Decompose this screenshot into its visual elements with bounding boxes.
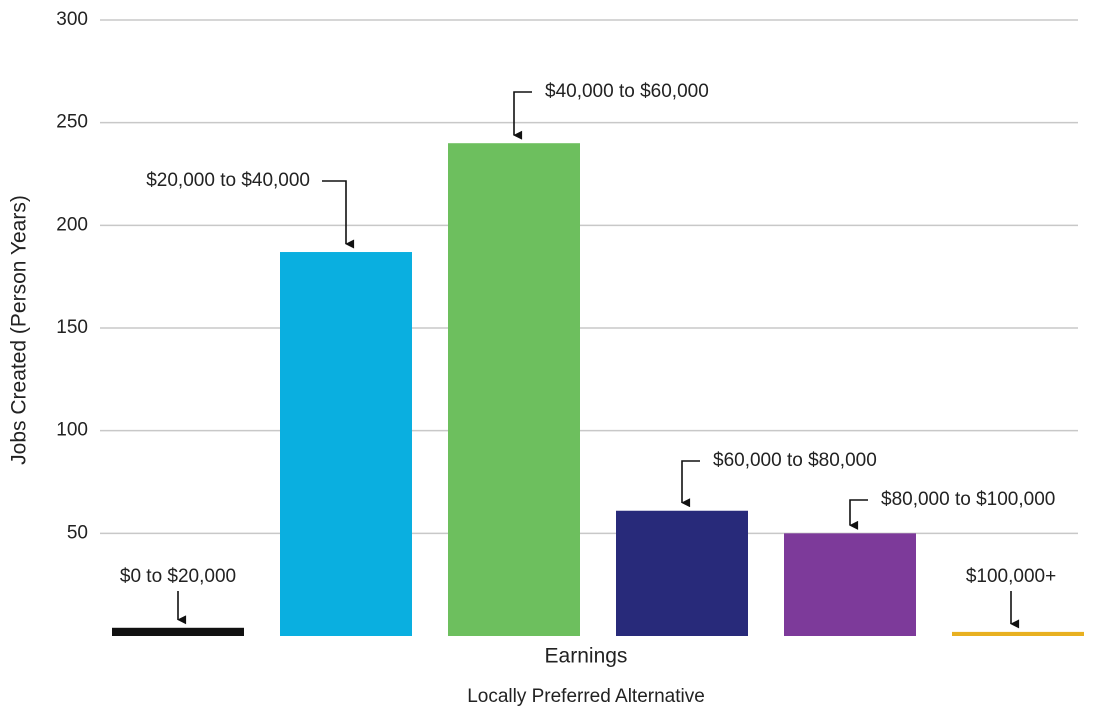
annotation-arrow (849, 499, 868, 530)
bar (616, 510, 748, 636)
annotation-arrow (322, 180, 355, 249)
bar (280, 252, 412, 636)
subtitle: Locally Preferred Alternative (467, 686, 705, 707)
y-tick-label: 50 (67, 522, 88, 543)
annotation-arrow (513, 91, 532, 140)
y-tick-label: 150 (56, 317, 88, 338)
x-axis-label: Earnings (545, 645, 628, 668)
bar-annotation: $0 to $20,000 (120, 566, 236, 587)
bar (784, 533, 916, 636)
bar (448, 143, 580, 636)
bar (952, 631, 1084, 636)
bar-annotation: $80,000 to $100,000 (881, 489, 1055, 510)
y-tick-label: 250 (56, 112, 88, 133)
y-tick-label: 100 (56, 420, 88, 441)
annotation-arrow (681, 460, 700, 508)
y-tick-label: 200 (56, 214, 88, 235)
bar-annotation: $40,000 to $60,000 (545, 81, 709, 102)
bar-annotation: $60,000 to $80,000 (713, 450, 877, 471)
bar (112, 627, 244, 636)
y-axis-label: Jobs Created (Person Years) (8, 195, 31, 465)
y-tick-label: 300 (56, 9, 88, 30)
bar-annotation: $100,000+ (966, 566, 1056, 587)
bar-annotation: $20,000 to $40,000 (146, 170, 310, 191)
